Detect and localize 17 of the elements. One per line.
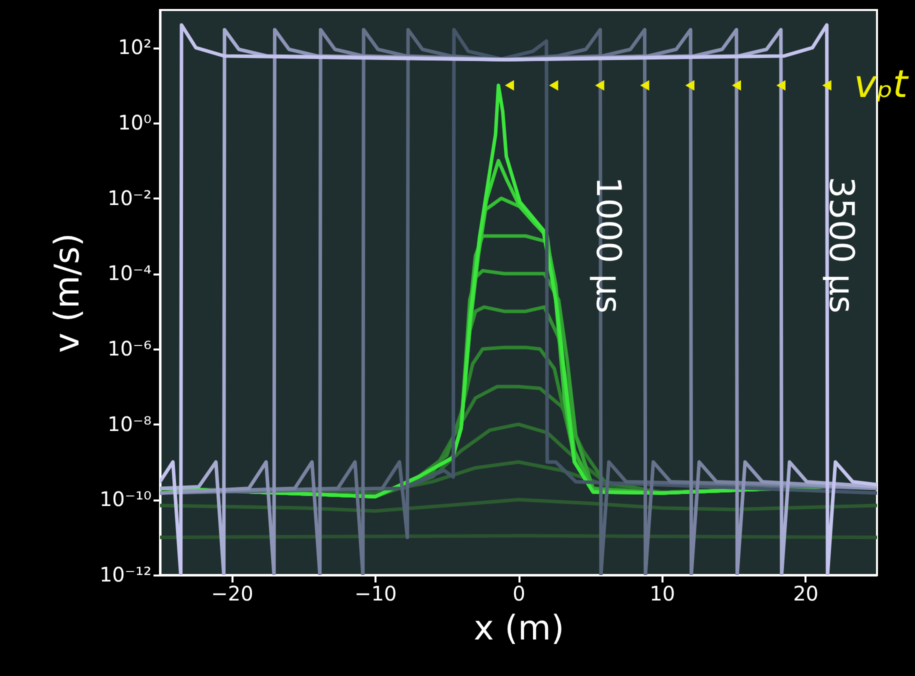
x-axis-title: x (m) (474, 608, 564, 648)
y-tick-label: 10⁻⁸ (107, 412, 152, 436)
y-tick-label: 10⁻¹² (99, 562, 152, 586)
y-tick-label: 10⁻² (107, 186, 152, 210)
y-tick-label: 10² (118, 35, 152, 60)
y-tick-label: 10⁰ (118, 110, 152, 134)
x-tick-label: 0 (512, 582, 526, 606)
x-tick-label: −10 (354, 582, 397, 606)
y-axis-title: v (m/s) (47, 233, 88, 353)
y-tick-label: 10⁻⁶ (107, 336, 152, 360)
annotation: 3500 µs (821, 176, 861, 314)
x-tick-label: 10 (650, 582, 676, 606)
annotation: 1000 µs (588, 176, 628, 314)
y-tick-label: 10⁻¹⁰ (99, 487, 152, 512)
y-tick-label: 10⁻⁴ (107, 261, 152, 286)
x-tick-label: 20 (793, 582, 819, 606)
x-tick-label: −20 (211, 582, 254, 606)
